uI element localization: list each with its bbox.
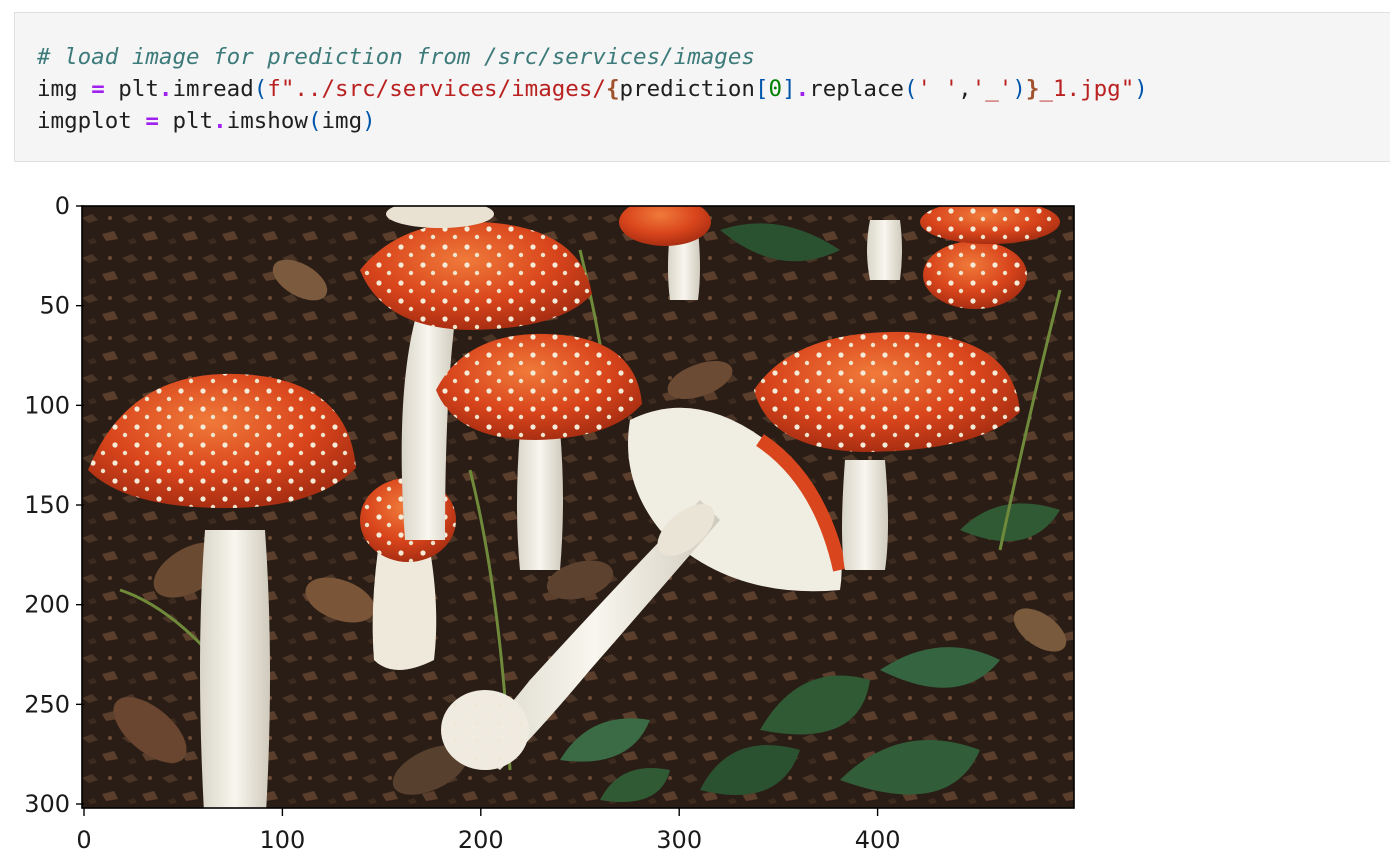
code-line-1: # load image for prediction from /src/se… bbox=[37, 41, 1148, 73]
code-token: imgplot bbox=[37, 108, 132, 134]
code-token: _1.jpg" bbox=[1039, 76, 1135, 102]
code-token: = bbox=[91, 76, 105, 102]
code-token: plt bbox=[118, 76, 159, 102]
y-tick-label: 100 bbox=[24, 391, 70, 419]
code-token: } bbox=[1025, 76, 1040, 102]
code-token: [ bbox=[754, 76, 769, 102]
mushroom-top-center bbox=[360, 221, 592, 540]
y-tick-label: 50 bbox=[39, 292, 70, 320]
y-tick-label: 150 bbox=[24, 491, 70, 519]
mushroom-left bbox=[88, 373, 356, 808]
code-token: img bbox=[37, 76, 78, 102]
x-tick-label: 300 bbox=[656, 826, 702, 854]
code-token: . bbox=[213, 108, 227, 134]
mushroom-top-right bbox=[386, 206, 1060, 309]
code-token: . bbox=[158, 76, 173, 102]
y-tick-label: 0 bbox=[55, 192, 70, 220]
code-token: { bbox=[605, 76, 620, 102]
mushroom-fallen bbox=[441, 407, 847, 770]
code-token: ] bbox=[782, 76, 796, 102]
code-token: , bbox=[958, 76, 972, 102]
x-tick-label: 400 bbox=[855, 826, 901, 854]
code-token: prediction bbox=[619, 76, 755, 102]
axes-frame bbox=[81, 205, 1075, 809]
x-axis: 0 100 200 300 400 bbox=[76, 808, 901, 854]
displayed-image bbox=[82, 206, 1074, 808]
code-token: ( bbox=[307, 108, 322, 134]
code-token: plt bbox=[172, 108, 214, 134]
code-token: imshow bbox=[226, 108, 308, 134]
code-token: 0 bbox=[768, 76, 783, 102]
y-tick-label: 200 bbox=[24, 591, 70, 619]
y-tick-label: 300 bbox=[24, 790, 70, 818]
code-token: ) bbox=[1134, 76, 1148, 102]
code-token: ) bbox=[362, 108, 376, 134]
code-token: imread bbox=[172, 76, 254, 102]
code-line-2: img = plt.imread(f"../src/services/image… bbox=[37, 73, 1148, 105]
y-axis: 0 50 100 150 200 250 300 bbox=[24, 192, 84, 818]
cell-output: 0 100 200 300 400 0 50 100 150 200 250 300 bbox=[0, 170, 1390, 864]
code-editor[interactable]: # load image for prediction from /src/se… bbox=[37, 41, 1148, 137]
x-tick-label: 200 bbox=[458, 826, 504, 854]
mushroom-right bbox=[754, 331, 1020, 570]
code-token: = bbox=[145, 108, 159, 134]
code-token: ) bbox=[1012, 76, 1026, 102]
code-token: ( bbox=[903, 76, 918, 102]
code-token: ' ' bbox=[917, 76, 959, 102]
code-cell[interactable]: # load image for prediction from /src/se… bbox=[14, 12, 1390, 162]
code-token: replace bbox=[809, 76, 904, 102]
code-token: ( bbox=[253, 76, 268, 102]
green-leaves bbox=[560, 223, 1060, 802]
imshow-plot: 0 100 200 300 400 0 50 100 150 200 250 300 bbox=[24, 192, 1075, 854]
x-tick-label: 100 bbox=[259, 826, 305, 854]
code-token: f"../src/services/images/ bbox=[267, 76, 606, 102]
y-tick-label: 250 bbox=[24, 690, 70, 718]
code-token: img bbox=[321, 108, 363, 134]
code-token: . bbox=[795, 76, 810, 102]
code-line-3: imgplot = plt.imshow(img) bbox=[37, 105, 1148, 137]
code-comment: # load image for prediction from /src/se… bbox=[37, 44, 755, 70]
mushroom-center bbox=[436, 333, 642, 570]
x-tick-label: 0 bbox=[76, 826, 91, 854]
code-token: '_' bbox=[971, 76, 1013, 102]
